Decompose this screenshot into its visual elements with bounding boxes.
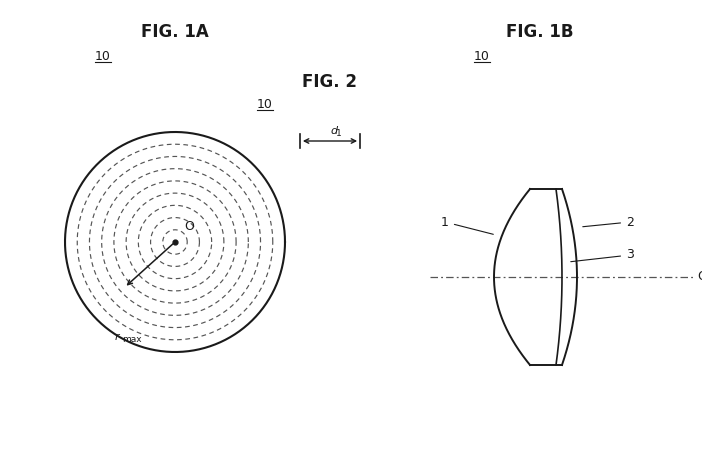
Text: FIG. 1B: FIG. 1B (506, 23, 574, 41)
Text: 1: 1 (336, 128, 342, 138)
Text: O: O (697, 270, 702, 284)
Text: d: d (330, 126, 337, 136)
Text: FIG. 2: FIG. 2 (303, 73, 357, 91)
Text: 10: 10 (95, 49, 111, 62)
Text: 10: 10 (257, 98, 273, 111)
Text: r: r (115, 332, 119, 342)
Text: 3: 3 (571, 249, 634, 261)
Text: O: O (184, 220, 194, 233)
Text: FIG. 1A: FIG. 1A (141, 23, 209, 41)
Text: 2: 2 (583, 215, 634, 229)
Text: 1: 1 (441, 215, 494, 234)
Text: 10: 10 (474, 49, 490, 62)
Text: max: max (122, 334, 142, 344)
